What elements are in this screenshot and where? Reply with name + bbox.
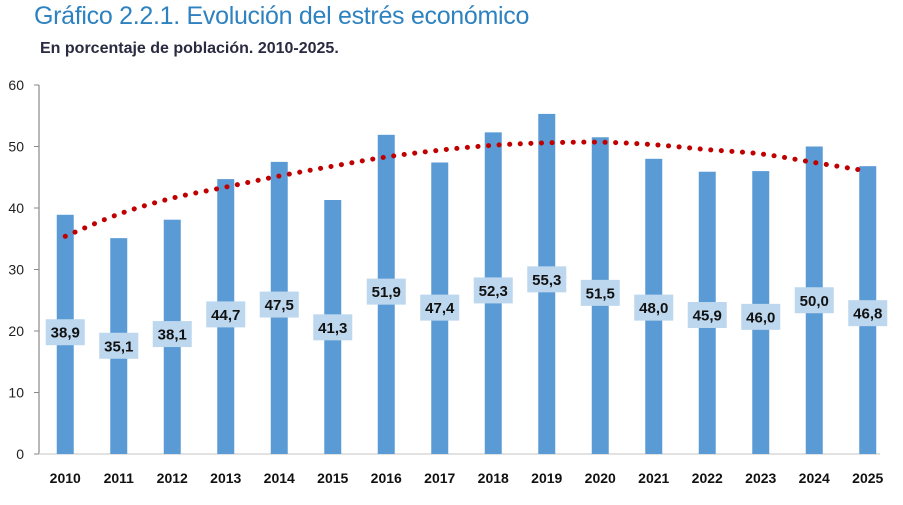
y-tick-label: 50	[8, 139, 24, 155]
data-label: 51,5	[586, 285, 615, 302]
data-label-box	[99, 332, 139, 359]
x-axis-ticks: 2010 2011 2012 2013 2014 2015 2016 2017 2018 2019…	[50, 470, 884, 486]
data-label: 41,3	[318, 320, 347, 337]
data-label-box	[473, 277, 513, 304]
x-tick-label: 2010	[50, 470, 81, 486]
y-tick-label: 20	[8, 323, 24, 339]
data-label: 47,5	[265, 297, 294, 314]
data-label: 48,0	[639, 300, 668, 317]
data-label-box	[206, 301, 246, 328]
data-label-box	[45, 319, 85, 346]
data-label-box	[794, 287, 834, 314]
chart-subtitle: En porcentaje de población. 2010-2025.	[40, 40, 339, 57]
data-label-box	[580, 279, 620, 306]
x-tick-label: 2016	[371, 470, 402, 486]
x-tick-label: 2019	[531, 470, 562, 486]
x-tick-label: 2020	[585, 470, 616, 486]
y-tick-label: 0	[16, 446, 24, 462]
data-label: 47,4	[425, 300, 455, 317]
x-tick-label: 2024	[799, 470, 830, 486]
x-tick-label: 2022	[692, 470, 723, 486]
trend-line-path	[62, 139, 871, 239]
data-label: 45,9	[693, 308, 722, 325]
y-tick-label: 60	[8, 77, 24, 93]
data-label: 52,3	[479, 283, 508, 300]
data-label-box	[634, 294, 674, 321]
data-label: 51,9	[372, 284, 401, 301]
data-label-box	[848, 300, 888, 327]
x-tick-label: 2014	[264, 470, 295, 486]
data-label: 55,3	[532, 272, 561, 289]
data-label-box	[366, 278, 406, 305]
x-tick-label: 2018	[478, 470, 509, 486]
y-tick-label: 30	[8, 262, 24, 278]
x-tick-label: 2025	[852, 470, 883, 486]
x-tick-label: 2011	[104, 470, 135, 486]
data-label-box	[259, 291, 299, 318]
data-label: 44,7	[211, 307, 240, 324]
x-tick-label: 2015	[317, 470, 348, 486]
data-label-box	[313, 314, 353, 341]
x-tick-label: 2013	[210, 470, 241, 486]
data-labels: 38,9 35,1 38,1 44,7 47,5 41,3 51,9 47,4 52,3 55,3…	[45, 266, 888, 359]
chart-title: Gráfico 2.2.1. Evolución del estrés econ…	[34, 2, 530, 30]
data-label-box	[152, 321, 192, 348]
y-tick-label: 40	[8, 200, 24, 216]
data-label-box	[687, 302, 727, 329]
bars	[56, 113, 877, 455]
data-label: 46,8	[853, 306, 882, 323]
data-label: 35,1	[104, 338, 133, 355]
data-label-box	[741, 303, 781, 330]
y-tick-label: 10	[8, 385, 24, 401]
data-label: 46,0	[746, 309, 775, 326]
trend-line	[62, 139, 871, 239]
data-label: 38,1	[158, 327, 187, 344]
data-label: 38,9	[51, 325, 80, 342]
data-label: 50,0	[800, 293, 829, 310]
data-label-box	[527, 266, 567, 293]
y-axis-ticks: 0 10 20 30 40 50 60	[8, 77, 39, 462]
data-label-box	[420, 294, 460, 321]
x-tick-label: 2023	[745, 470, 776, 486]
x-tick-label: 2012	[157, 470, 188, 486]
x-tick-label: 2021	[638, 470, 669, 486]
x-tick-label: 2017	[424, 470, 455, 486]
